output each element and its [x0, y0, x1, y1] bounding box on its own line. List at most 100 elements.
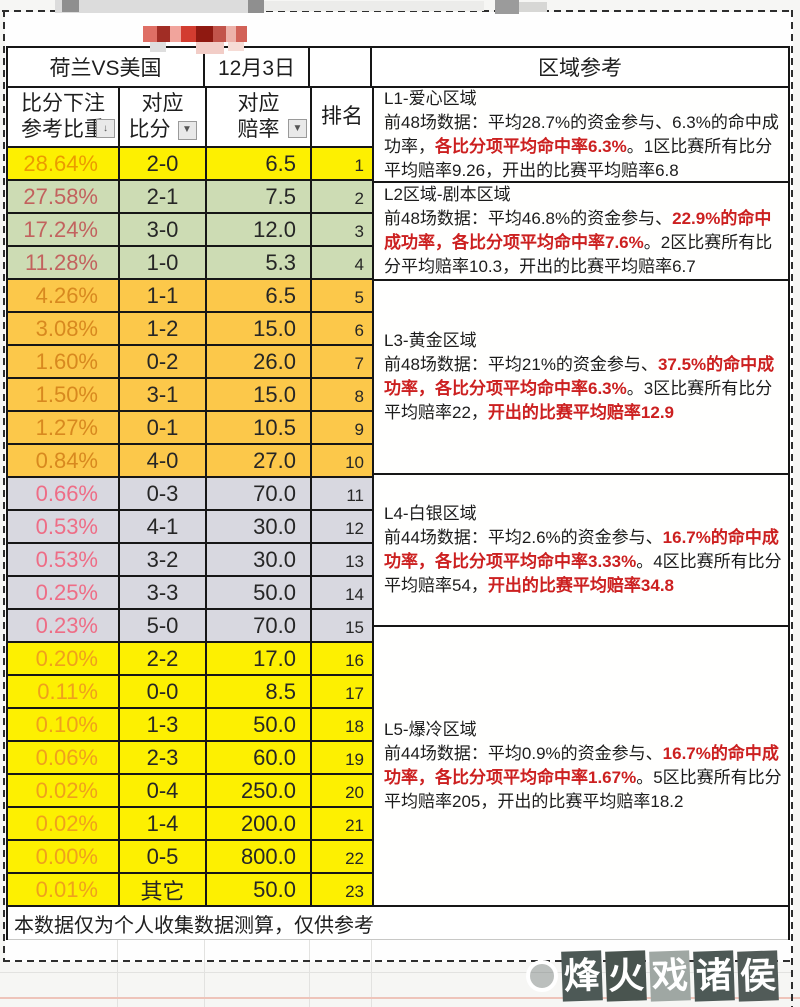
weight-cell[interactable]: 0.53% [8, 511, 120, 544]
rank-cell[interactable]: 1 [312, 148, 374, 181]
weight-cell[interactable]: 3.08% [8, 313, 120, 346]
score-cell[interactable]: 1-3 [120, 709, 207, 742]
odds-cell[interactable]: 15.0 [207, 313, 312, 346]
odds-cell[interactable]: 60.0 [207, 742, 312, 775]
weight-cell[interactable]: 0.06% [8, 742, 120, 775]
weight-column-header[interactable]: 比分下注 参考比重 ↓ [8, 88, 120, 148]
region-reference-header-cell[interactable]: 区域参考 [372, 48, 788, 86]
score-cell[interactable]: 3-2 [120, 544, 207, 577]
score-cell[interactable]: 3-0 [120, 214, 207, 247]
rank-cell[interactable]: 18 [312, 709, 374, 742]
weight-cell[interactable]: 1.50% [8, 379, 120, 412]
odds-cell[interactable]: 200.0 [207, 808, 312, 841]
weight-cell[interactable]: 28.64% [8, 148, 120, 181]
rank-cell[interactable]: 17 [312, 676, 374, 709]
score-cell[interactable]: 0-4 [120, 775, 207, 808]
date-cell[interactable]: 12月3日 [205, 48, 310, 86]
score-cell[interactable]: 0-2 [120, 346, 207, 379]
rank-cell[interactable]: 23 [312, 874, 374, 907]
odds-cell[interactable]: 7.5 [207, 181, 312, 214]
weight-cell[interactable]: 0.53% [8, 544, 120, 577]
weight-cell[interactable]: 0.11% [8, 676, 120, 709]
score-cell[interactable]: 2-0 [120, 148, 207, 181]
rank-cell[interactable]: 19 [312, 742, 374, 775]
rank-cell[interactable]: 6 [312, 313, 374, 346]
score-cell[interactable]: 3-1 [120, 379, 207, 412]
weight-cell[interactable]: 0.20% [8, 643, 120, 676]
weight-cell[interactable]: 0.66% [8, 478, 120, 511]
score-cell[interactable]: 4-1 [120, 511, 207, 544]
rank-cell[interactable]: 3 [312, 214, 374, 247]
rank-cell[interactable]: 10 [312, 445, 374, 478]
weight-cell[interactable]: 4.26% [8, 280, 120, 313]
rank-cell[interactable]: 2 [312, 181, 374, 214]
rank-cell[interactable]: 13 [312, 544, 374, 577]
odds-filter-button[interactable]: ▼ [288, 119, 307, 138]
score-column-header[interactable]: 对应 比分 ▼ [120, 88, 207, 148]
score-cell[interactable]: 2-2 [120, 643, 207, 676]
rank-cell[interactable]: 7 [312, 346, 374, 379]
weight-sort-filter-button[interactable]: ↓ [96, 119, 115, 138]
weight-cell[interactable]: 0.02% [8, 808, 120, 841]
weight-cell[interactable]: 0.25% [8, 577, 120, 610]
score-cell[interactable]: 3-3 [120, 577, 207, 610]
score-cell[interactable]: 2-3 [120, 742, 207, 775]
rank-cell[interactable]: 21 [312, 808, 374, 841]
weight-cell[interactable]: 0.84% [8, 445, 120, 478]
rank-cell[interactable]: 8 [312, 379, 374, 412]
rank-cell[interactable]: 22 [312, 841, 374, 874]
weight-cell[interactable]: 1.27% [8, 412, 120, 445]
weight-cell[interactable]: 17.24% [8, 214, 120, 247]
weight-cell[interactable]: 0.10% [8, 709, 120, 742]
odds-cell[interactable]: 12.0 [207, 214, 312, 247]
rank-cell[interactable]: 9 [312, 412, 374, 445]
score-cell[interactable]: 其它 [120, 874, 207, 907]
odds-cell[interactable]: 30.0 [207, 511, 312, 544]
odds-column-header[interactable]: 对应 赔率 ▼ [207, 88, 312, 148]
odds-cell[interactable]: 250.0 [207, 775, 312, 808]
odds-cell[interactable]: 8.5 [207, 676, 312, 709]
rank-cell[interactable]: 20 [312, 775, 374, 808]
rank-cell[interactable]: 11 [312, 478, 374, 511]
odds-cell[interactable]: 50.0 [207, 874, 312, 907]
odds-cell[interactable]: 27.0 [207, 445, 312, 478]
rank-cell[interactable]: 14 [312, 577, 374, 610]
score-cell[interactable]: 0-0 [120, 676, 207, 709]
rank-cell[interactable]: 16 [312, 643, 374, 676]
odds-cell[interactable]: 5.3 [207, 247, 312, 280]
odds-cell[interactable]: 17.0 [207, 643, 312, 676]
rank-cell[interactable]: 12 [312, 511, 374, 544]
odds-cell[interactable]: 70.0 [207, 610, 312, 643]
weight-cell[interactable]: 0.00% [8, 841, 120, 874]
score-filter-button[interactable]: ▼ [177, 120, 197, 140]
odds-cell[interactable]: 50.0 [207, 577, 312, 610]
weight-cell[interactable]: 11.28% [8, 247, 120, 280]
score-cell[interactable]: 1-4 [120, 808, 207, 841]
rank-cell[interactable]: 15 [312, 610, 374, 643]
weight-cell[interactable]: 0.02% [8, 775, 120, 808]
score-cell[interactable]: 2-1 [120, 181, 207, 214]
odds-cell[interactable]: 50.0 [207, 709, 312, 742]
odds-cell[interactable]: 15.0 [207, 379, 312, 412]
weight-cell[interactable]: 0.01% [8, 874, 120, 907]
odds-cell[interactable]: 26.0 [207, 346, 312, 379]
weight-cell[interactable]: 0.23% [8, 610, 120, 643]
score-cell[interactable]: 5-0 [120, 610, 207, 643]
odds-cell[interactable]: 6.5 [207, 148, 312, 181]
odds-cell[interactable]: 6.5 [207, 280, 312, 313]
rank-cell[interactable]: 4 [312, 247, 374, 280]
empty-cell[interactable] [310, 48, 372, 86]
score-cell[interactable]: 1-1 [120, 280, 207, 313]
score-cell[interactable]: 4-0 [120, 445, 207, 478]
score-cell[interactable]: 0-3 [120, 478, 207, 511]
score-cell[interactable]: 1-2 [120, 313, 207, 346]
odds-cell[interactable]: 70.0 [207, 478, 312, 511]
match-title-cell[interactable]: 荷兰VS美国 [8, 48, 205, 86]
rank-column-header[interactable]: 排名 [312, 88, 374, 148]
odds-cell[interactable]: 30.0 [207, 544, 312, 577]
score-cell[interactable]: 1-0 [120, 247, 207, 280]
odds-cell[interactable]: 10.5 [207, 412, 312, 445]
weight-cell[interactable]: 1.60% [8, 346, 120, 379]
score-cell[interactable]: 0-1 [120, 412, 207, 445]
score-cell[interactable]: 0-5 [120, 841, 207, 874]
